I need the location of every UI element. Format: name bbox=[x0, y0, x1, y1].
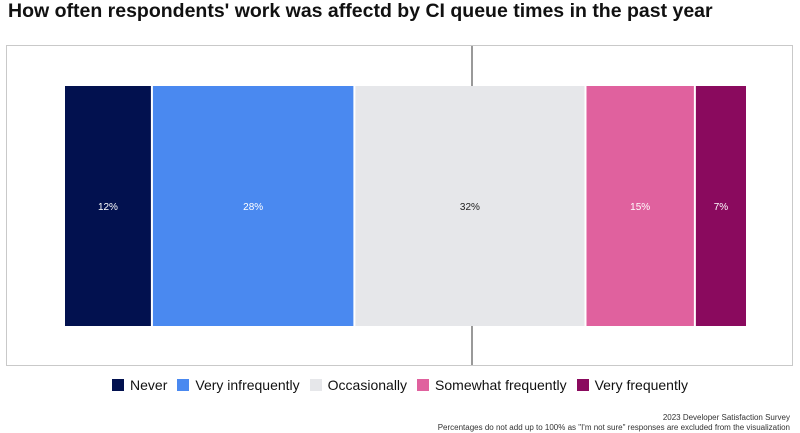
legend-label: Never bbox=[130, 377, 168, 393]
legend-item-very-infrequently: Very infrequently bbox=[177, 377, 300, 393]
data-label-very-infrequently: 28% bbox=[243, 202, 263, 213]
chart-frame bbox=[6, 45, 793, 366]
chart-title: How often respondents' work was affectd … bbox=[8, 0, 713, 22]
chart-legend: Never Very infrequently Occasionally Somewh… bbox=[0, 377, 800, 393]
data-label-never: 12% bbox=[98, 202, 118, 213]
legend-swatch bbox=[112, 379, 125, 391]
bar-segment-never bbox=[65, 86, 151, 326]
legend-item-never: Never bbox=[112, 377, 167, 393]
legend-label: Very infrequently bbox=[195, 377, 300, 393]
legend-label: Very frequently bbox=[594, 377, 688, 393]
legend-swatch bbox=[177, 379, 190, 391]
legend-item-very-frequently: Very frequently bbox=[576, 377, 688, 393]
data-label-occasionally: 32% bbox=[460, 202, 480, 213]
data-label-somewhat-frequently: 15% bbox=[630, 202, 650, 213]
bar-segment-somewhat-frequently bbox=[586, 86, 694, 326]
legend-item-occasionally: Occasionally bbox=[309, 377, 408, 393]
legend-label: Occasionally bbox=[327, 377, 408, 393]
legend-item-somewhat-frequently: Somewhat frequently bbox=[417, 377, 567, 393]
legend-swatch bbox=[576, 379, 589, 391]
data-label-very-frequently: 7% bbox=[714, 202, 729, 213]
footer-source: 2023 Developer Satisfaction Survey bbox=[662, 413, 790, 422]
legend-swatch bbox=[417, 379, 430, 391]
bar-segment-very-frequently bbox=[695, 86, 746, 326]
bar-segment-very-infrequently bbox=[152, 86, 354, 326]
bar-segment-occasionally bbox=[355, 86, 585, 326]
legend-label: Somewhat frequently bbox=[435, 377, 567, 393]
footer-note: Percentages do not add up to 100% as "I'… bbox=[437, 423, 790, 432]
legend-swatch bbox=[309, 379, 322, 391]
